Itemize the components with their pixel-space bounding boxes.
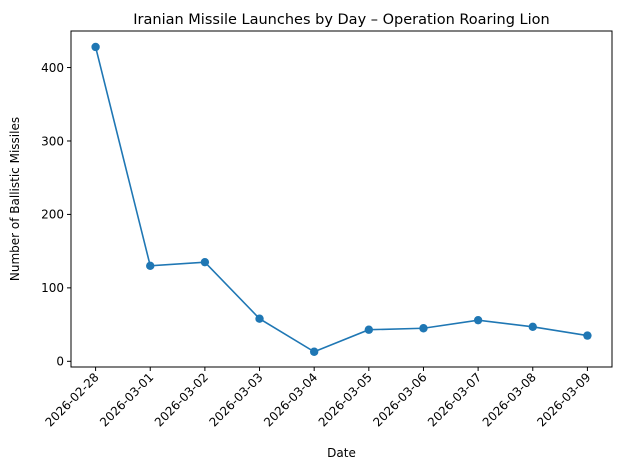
data-point <box>146 261 155 271</box>
series-line <box>94 46 588 353</box>
data-point <box>473 315 483 325</box>
series-group <box>91 42 592 356</box>
data-point <box>364 325 374 334</box>
y-tick-label: 300 <box>41 134 64 148</box>
x-tick-label: 2026-03-04 <box>261 370 320 429</box>
x-tick-label: 2026-03-05 <box>316 370 375 429</box>
x-tick-label: 2026-03-01 <box>97 370 156 429</box>
y-tick-label: 100 <box>41 281 64 295</box>
x-tick-label: 2026-03-06 <box>370 370 429 429</box>
data-point <box>255 314 264 323</box>
x-tick-label: 2026-02-28 <box>42 370 101 429</box>
plot-frame <box>70 30 613 368</box>
y-axis-label: Number of Ballistic Missiles <box>8 117 22 281</box>
x-tick-label: 2026-03-09 <box>534 370 593 429</box>
chart-title: Iranian Missile Launches by Day – Operat… <box>133 12 549 28</box>
data-point <box>91 42 100 52</box>
data-point <box>528 322 537 331</box>
y-tick-label: 400 <box>41 61 64 75</box>
x-tick-label: 2026-03-07 <box>425 370 484 429</box>
y-tick-label: 200 <box>41 208 64 222</box>
x-axis-label: Date <box>327 446 356 460</box>
data-point <box>583 331 592 340</box>
x-tick-label: 2026-03-02 <box>152 370 211 429</box>
x-tick-label: 2026-03-03 <box>206 370 265 429</box>
y-axis: 0 100 200 300 400 <box>41 61 71 369</box>
data-point <box>200 257 210 267</box>
x-tick-label: 2026-03-08 <box>480 370 539 429</box>
x-axis: 2026-02-282026-03-012026-03-022026-03-03… <box>42 367 594 429</box>
data-point <box>309 347 319 356</box>
data-point <box>419 324 428 333</box>
y-tick-label: 0 <box>56 355 64 369</box>
